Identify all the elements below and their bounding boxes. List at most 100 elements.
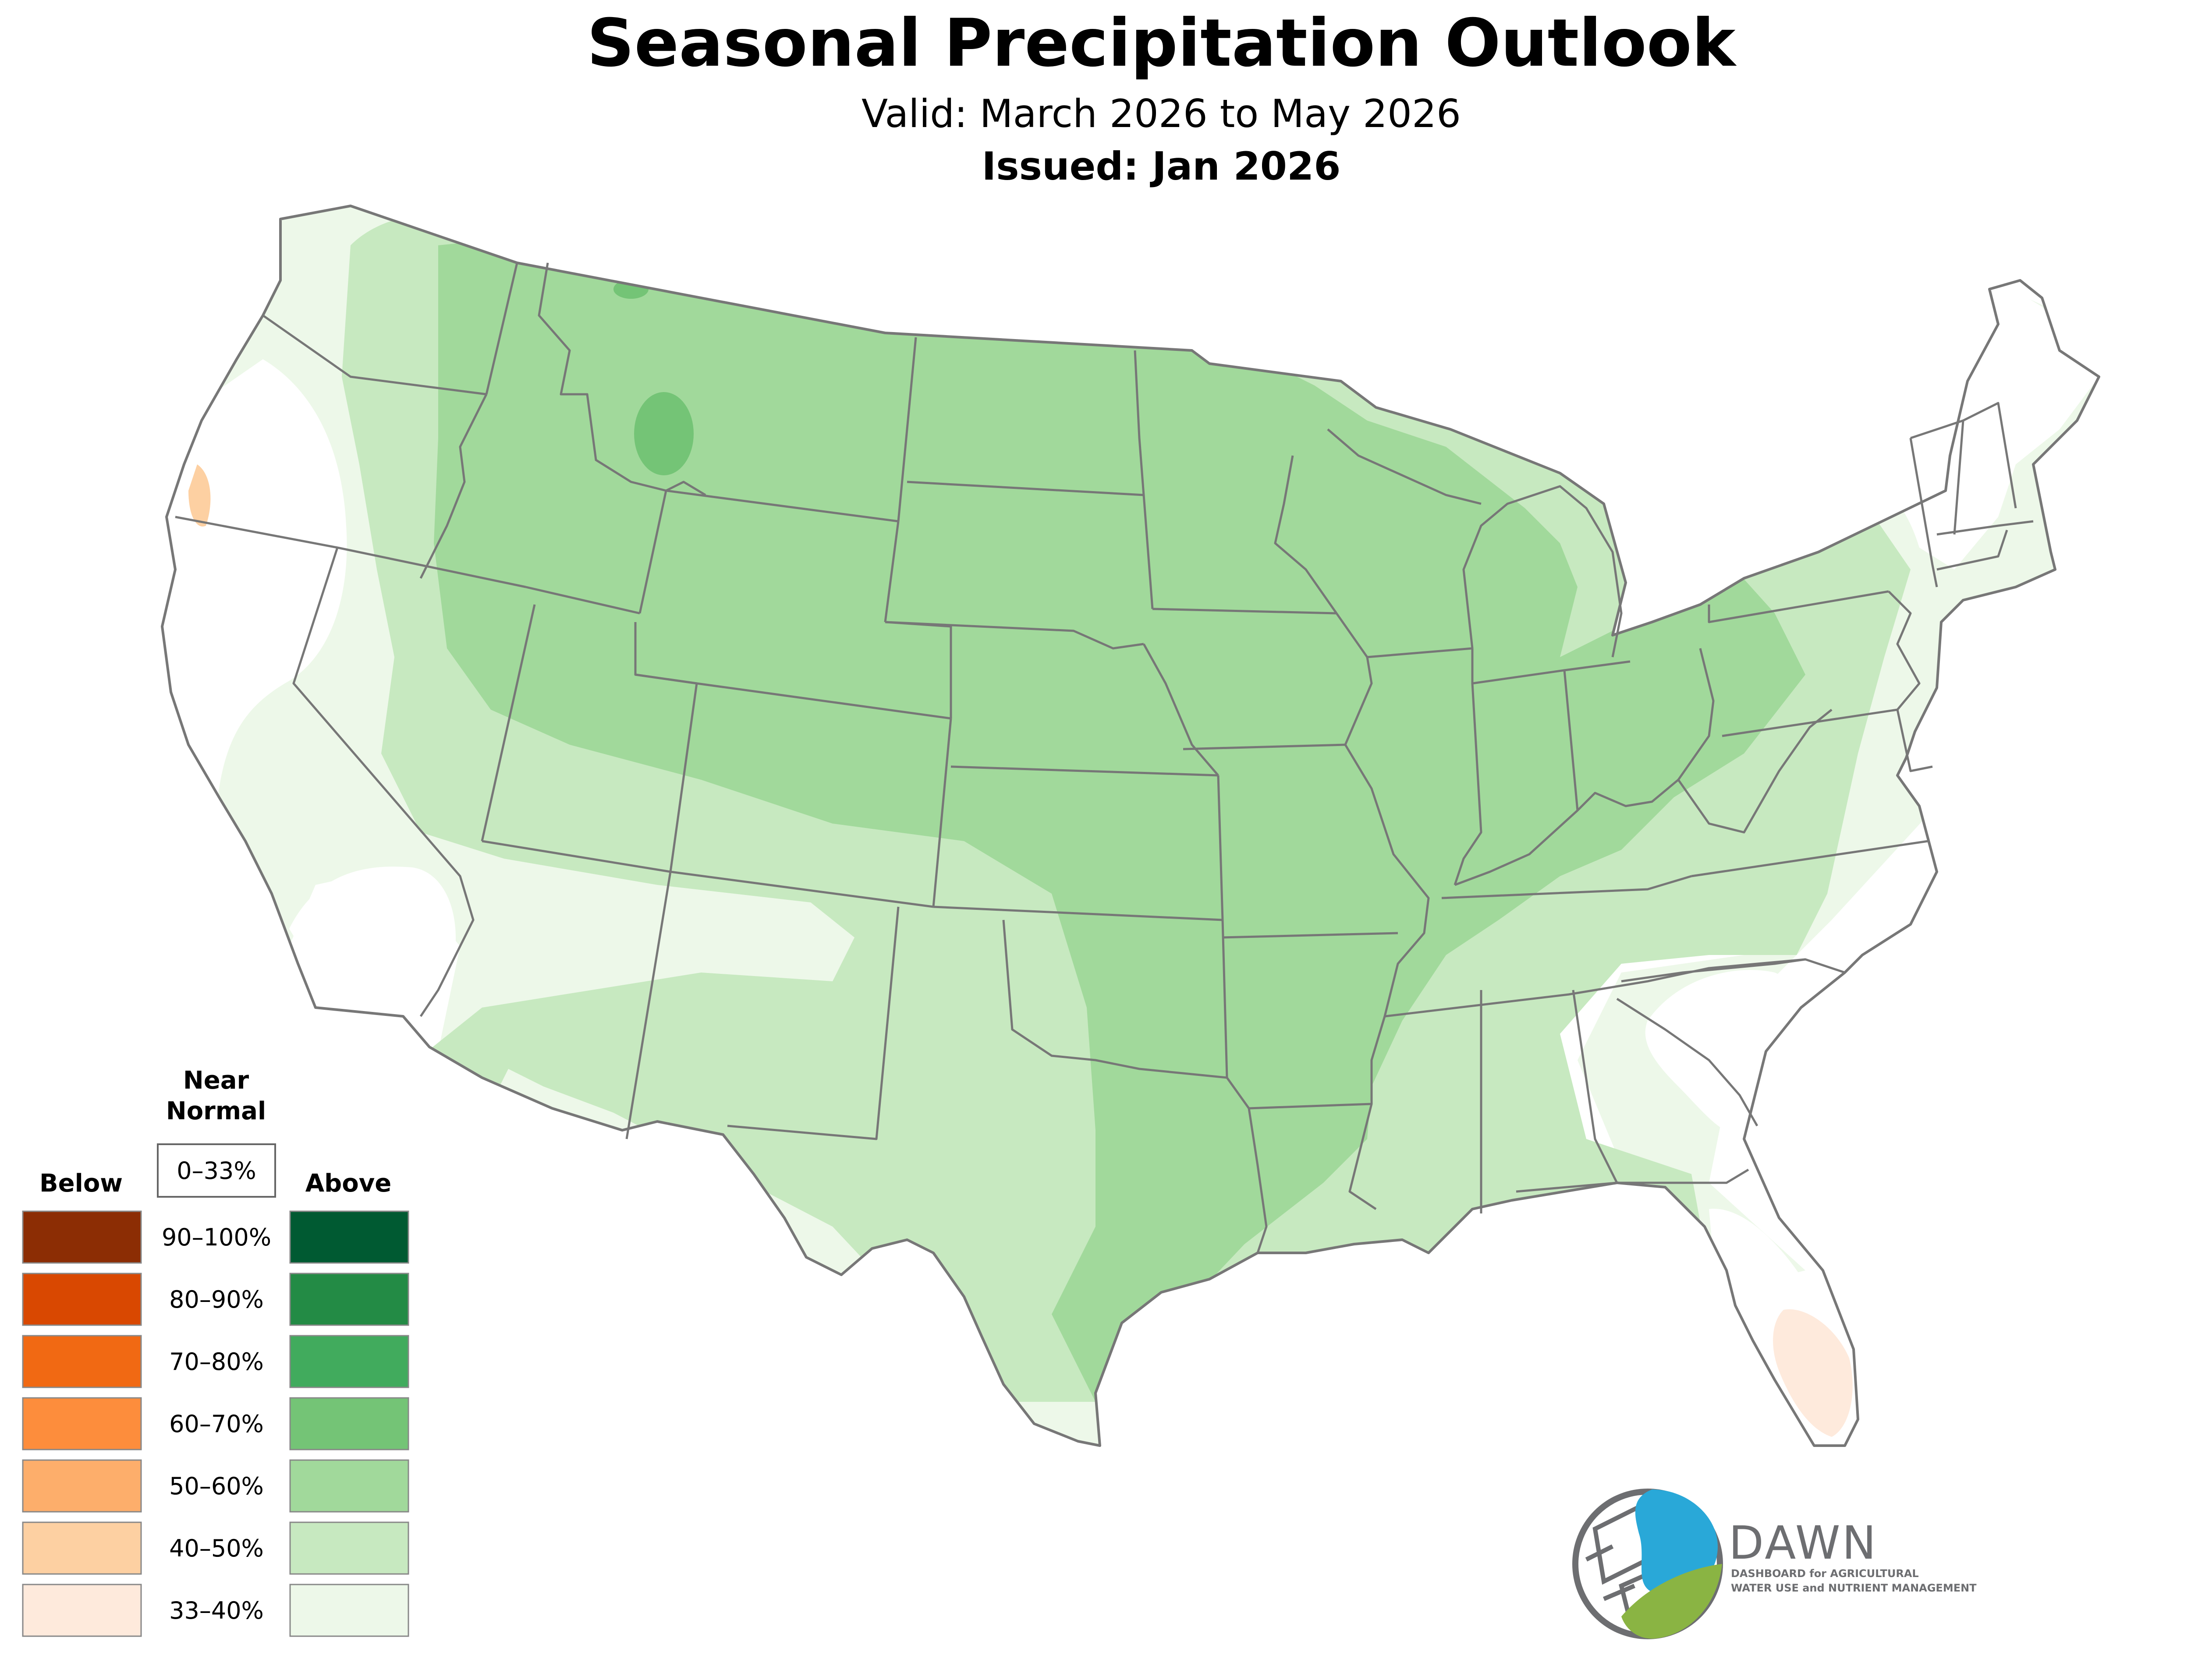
legend-range-label-2: 70–80% [169, 1348, 264, 1376]
legend-above-swatch-1 [289, 1273, 409, 1326]
state-line-pa-nj [1888, 591, 1921, 711]
above-60-70-zone-montana [634, 392, 694, 475]
state-line-mn-wi [1274, 455, 1338, 614]
state-line-co-nm [670, 870, 934, 908]
state-line-mo-ar-ok [1221, 920, 1250, 1109]
state-line-ut-az [482, 840, 671, 873]
state-line-wy-sd-ne [884, 521, 900, 622]
state-line-ny-ct-ma [1936, 520, 2034, 536]
legend: Near Normal 0–33% Below Above 90–100% 80–… [22, 1066, 409, 1637]
legend-above-swatch-4 [289, 1459, 409, 1513]
issued-date: Issued: Jan 2026 [982, 144, 1341, 189]
above-50-60-zone [434, 237, 1805, 1402]
legend-below-swatch-0 [22, 1210, 142, 1264]
state-line-ks-ok [933, 905, 1223, 921]
state-line-az-nm [625, 871, 672, 1139]
legend-range-label-1: 80–90% [169, 1286, 264, 1313]
state-line-id-wy [638, 490, 667, 614]
legend-below-swatch-5 [22, 1521, 142, 1575]
us-states-map [161, 205, 2100, 1447]
state-line-wa-id [485, 262, 518, 395]
state-line-mt-wy [666, 489, 899, 523]
legend-range-label-5: 40–50% [169, 1535, 264, 1562]
water-drop-leaf-icon [1572, 1489, 1723, 1639]
legend-near-normal-range: 0–33% [177, 1157, 256, 1185]
state-line-ia-mo [1183, 743, 1346, 750]
state-line-mi-upper [1327, 428, 1482, 505]
state-line-pa-md [1722, 708, 1898, 737]
legend-below-swatch-3 [22, 1397, 142, 1450]
state-line-ca-nv [292, 547, 475, 1017]
state-line-md-de [1896, 709, 1933, 772]
legend-above-swatch-6 [289, 1584, 409, 1637]
state-line-dakotas-mn [1134, 350, 1154, 609]
legend-above-swatch-5 [289, 1521, 409, 1575]
state-line-mo-ks [1217, 775, 1224, 920]
valid-period: Valid: March 2026 to May 2026 [862, 91, 1461, 136]
state-line-co-ks [932, 718, 952, 907]
state-line-wv-va [1677, 709, 1833, 834]
state-line-il-in [1454, 648, 1482, 885]
legend-below-swatch-4 [22, 1459, 142, 1513]
state-line-ne-ks [950, 765, 1219, 777]
state-line-id-nv-ut [525, 586, 640, 615]
us-national-outline [161, 205, 2100, 1447]
state-line-mn-ia [1152, 608, 1337, 615]
dawn-logo: DAWN DASHBOARD for AGRICULTURAL WATER US… [1572, 1489, 1977, 1639]
state-line-tn-south [1384, 958, 1806, 1018]
legend-near-normal-line2: Normal [166, 1097, 266, 1125]
legend-above-heading: Above [305, 1169, 391, 1198]
near-normal-zone-southwest [289, 867, 456, 1017]
below-33-40-zone-oregon [188, 464, 211, 527]
legend-range-label-3: 60–70% [169, 1410, 264, 1438]
state-line-pa-ny [1708, 590, 1889, 623]
state-line-wi-il [1367, 647, 1473, 658]
legend-above-swatch-0 [289, 1210, 409, 1264]
legend-near-normal-line1: Near [183, 1066, 249, 1095]
logo-water-drop [1635, 1489, 1718, 1595]
legend-near-normal-swatch [157, 1143, 276, 1198]
state-line-ar-mo [1222, 932, 1398, 939]
legend-range-label-6: 33–40% [169, 1597, 264, 1624]
state-line-va-nc [1691, 840, 1929, 877]
state-line-nm-tx [727, 906, 900, 1140]
state-line-wy-co [635, 673, 951, 720]
state-line-ga-sc [1616, 997, 1758, 1127]
map-title: Seasonal Precipitation Outlook [587, 5, 1737, 81]
state-line-al-ga [1572, 990, 1618, 1184]
state-line-ia-ne [1142, 643, 1219, 776]
state-line-mi-in-oh [1472, 660, 1631, 685]
below-33-40-zone-florida [1773, 1309, 1853, 1437]
legend-below-swatch-6 [22, 1584, 142, 1637]
state-line-mi-lower [1462, 485, 1623, 658]
state-line-nc-sc [1621, 958, 1845, 983]
legend-rows: 90–100% 80–90% 70–80% 60–70% 50–60% 40–50% 33–… [22, 1210, 409, 1637]
state-line-or-id [419, 393, 488, 579]
state-line-fl-north [1516, 1168, 1749, 1193]
state-line-nd-sd [907, 481, 1144, 496]
logo-tagline-line2: WATER USE and NUTRIENT MANAGEMENT [1731, 1582, 1977, 1594]
state-line-ar-la [1248, 1103, 1372, 1110]
state-line-ny-vt-ma [1909, 438, 1938, 587]
state-line-in-oh [1563, 670, 1579, 811]
state-line-ky-in-oh-river [1454, 779, 1679, 886]
state-line-ut-co [669, 683, 698, 872]
logo-leaf [1621, 1564, 1722, 1639]
state-line-mt-dakotas [897, 337, 917, 522]
state-line-la-tx [1248, 1108, 1268, 1253]
legend-range-label-4: 50–60% [169, 1472, 264, 1500]
state-line-oh-wv-pa [1677, 648, 1715, 781]
legend-below-swatch-2 [22, 1335, 142, 1388]
state-line-id-mt [538, 262, 706, 496]
state-line-nv-ut [481, 604, 536, 842]
legend-below-heading: Below [39, 1169, 123, 1198]
legend-above-swatch-2 [289, 1335, 409, 1388]
legend-range-label-0: 90–100% [162, 1224, 271, 1251]
state-boundaries [175, 262, 2034, 1253]
legend-below-swatch-1 [22, 1273, 142, 1326]
logo-wordmark: DAWN [1729, 1516, 1878, 1570]
state-line-ky-tn [1441, 875, 1692, 899]
legend-above-swatch-3 [289, 1397, 409, 1450]
logo-tagline-line1: DASHBOARD for AGRICULTURAL [1731, 1567, 1919, 1580]
